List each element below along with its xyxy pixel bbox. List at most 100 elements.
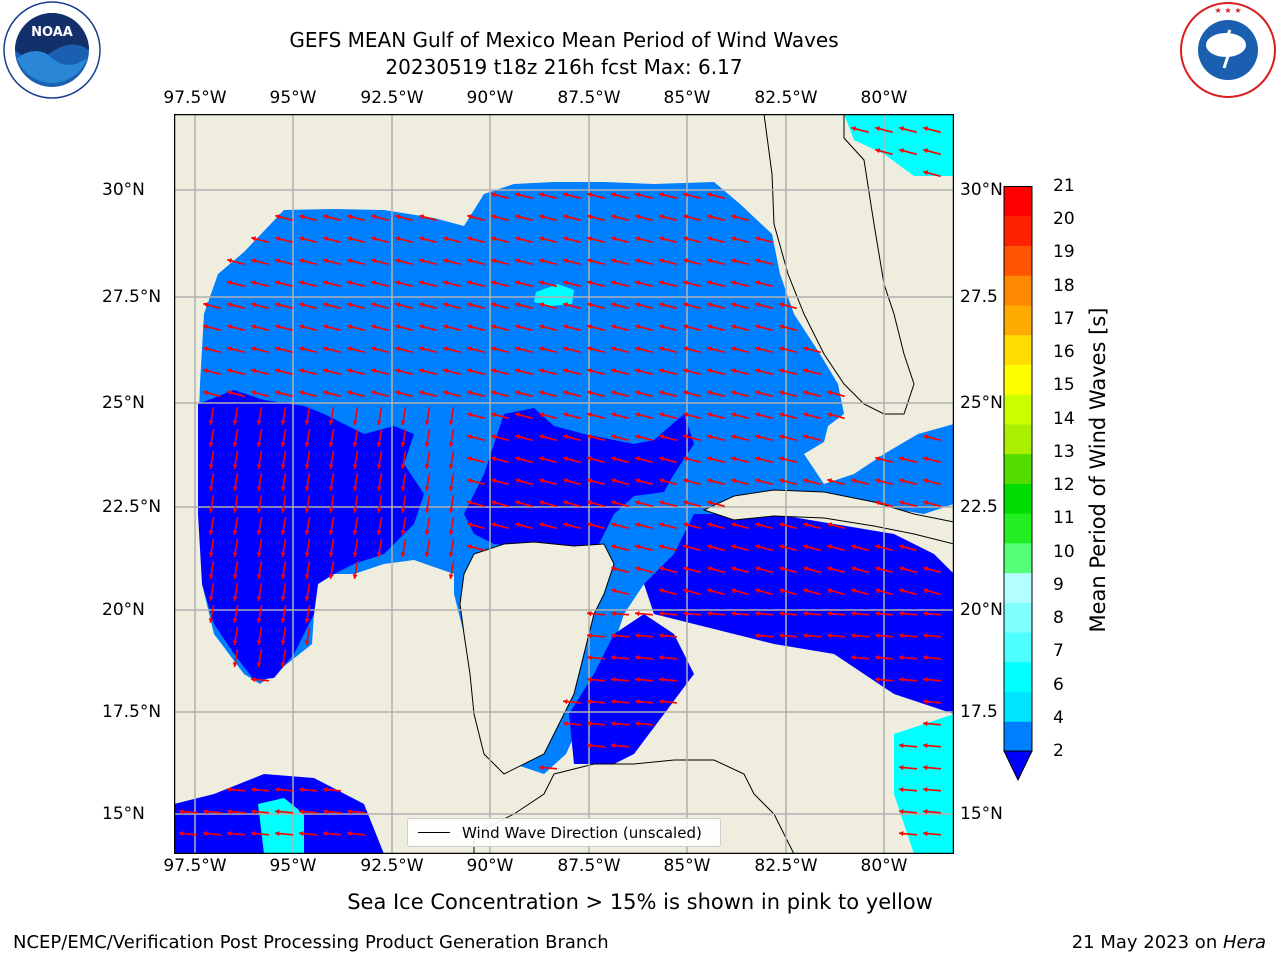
wind-wave-arrowhead — [731, 412, 737, 418]
wind-wave-arrowhead — [635, 434, 641, 440]
wind-wave-arrowhead — [515, 280, 521, 286]
wind-wave-arrowhead — [779, 456, 785, 462]
colorbar-segment — [1004, 513, 1032, 544]
wind-wave-arrowhead — [851, 566, 857, 572]
wind-wave-arrowhead — [347, 831, 352, 837]
wind-wave-arrowhead — [803, 611, 808, 617]
wind-wave-arrowhead — [587, 302, 593, 308]
wind-wave-arrowhead — [323, 809, 328, 815]
wind-wave-arrowhead — [539, 192, 545, 198]
wind-wave-arrowhead — [923, 126, 929, 132]
low-period-yucatan — [569, 614, 694, 764]
wind-wave-arrowhead — [923, 500, 929, 506]
wind-wave-arrowhead — [803, 434, 809, 440]
wind-wave-arrowhead — [323, 390, 329, 396]
wind-wave-arrowhead — [203, 302, 209, 308]
footer-credit: NCEP/EMC/Verification Post Processing Pr… — [13, 932, 609, 953]
wind-wave-arrowhead — [232, 530, 238, 535]
wind-wave-arrowhead — [395, 390, 401, 396]
wind-wave-arrowhead — [443, 236, 449, 242]
wind-wave-arrowhead — [851, 126, 857, 132]
wind-wave-arrowhead — [280, 442, 286, 447]
wind-wave-arrowhead — [491, 390, 497, 396]
wind-wave-arrowhead — [611, 434, 617, 440]
wind-wave-arrowhead — [256, 640, 262, 645]
wind-wave-arrowhead — [539, 412, 545, 418]
wind-wave-arrowhead — [899, 809, 904, 815]
wind-wave-arrowhead — [851, 478, 857, 484]
wind-wave-arrowhead — [371, 214, 377, 220]
wind-wave-arrowhead — [683, 611, 688, 617]
wind-wave-arrowhead — [256, 552, 262, 557]
wind-wave-arrowhead — [755, 478, 761, 484]
wind-wave-arrowhead — [275, 258, 281, 264]
wind-wave-arrowhead — [803, 522, 809, 528]
wind-wave-arrowhead — [467, 368, 473, 374]
wind-wave-arrowhead — [299, 809, 304, 815]
wind-wave-arrowhead — [299, 280, 305, 286]
wind-wave-arrowhead — [659, 478, 665, 484]
colorbar-tick-label: 12 — [1053, 475, 1075, 496]
wind-wave-arrowhead — [923, 456, 929, 462]
wind-wave-arrowhead — [491, 412, 497, 418]
wind-wave-arrowhead — [611, 611, 616, 617]
wind-wave-arrowhead — [611, 346, 617, 352]
wind-wave-arrowhead — [323, 258, 329, 264]
colorbar-canvas — [1003, 186, 1033, 782]
cyan-patch-loop — [534, 284, 574, 306]
wind-wave-arrowhead — [611, 390, 617, 396]
wind-wave-arrowhead — [280, 662, 286, 667]
wind-wave-arrowhead — [635, 236, 641, 242]
wind-wave-arrowhead — [424, 442, 430, 447]
wind-wave-arrowhead — [683, 368, 689, 374]
wind-wave-arrowhead — [923, 170, 929, 176]
lon-tick-label: 97.5°W — [163, 856, 227, 876]
wind-wave-arrowhead — [251, 390, 257, 396]
wind-wave-arrowhead — [467, 390, 473, 396]
wind-wave-arrowhead — [755, 544, 761, 550]
wind-wave-arrowhead — [923, 699, 928, 705]
wind-wave-arrowhead — [779, 566, 785, 572]
wind-wave-arrowhead — [203, 368, 209, 374]
wind-wave-arrowhead — [635, 677, 640, 683]
wind-wave-arrowhead — [251, 324, 257, 330]
wind-wave-arrowhead — [707, 500, 713, 506]
wind-wave-arrowhead — [227, 831, 232, 837]
wind-wave-arrowhead — [611, 633, 616, 639]
wind-wave-arrowhead — [251, 809, 256, 815]
lat-tick-label: 17.5 — [960, 702, 998, 722]
wind-wave-arrowhead — [923, 588, 929, 594]
wind-wave-arrowhead — [424, 420, 430, 425]
wind-wave-arrowhead — [280, 618, 286, 623]
wind-wave-arrowhead — [755, 390, 761, 396]
wind-wave-arrowhead — [707, 478, 713, 484]
wind-wave-arrowhead — [395, 214, 401, 220]
wind-wave-arrowhead — [515, 412, 521, 418]
wind-wave-arrowhead — [827, 390, 833, 396]
wind-wave-arrowhead — [323, 787, 328, 793]
wind-wave-arrowhead — [491, 192, 497, 198]
wind-wave-arrowhead — [347, 280, 353, 286]
wind-wave-arrowhead — [467, 544, 473, 550]
wind-wave-arrowhead — [467, 478, 473, 484]
wind-wave-arrowhead — [683, 346, 689, 352]
wind-wave-arrowhead — [899, 787, 904, 793]
colorbar-segment — [1004, 245, 1032, 276]
wind-wave-arrowhead — [899, 500, 905, 506]
wind-wave-arrowhead — [515, 456, 521, 462]
wind-wave-arrowhead — [827, 611, 832, 617]
wind-wave-arrowhead — [280, 420, 286, 425]
colorbar-segment — [1004, 661, 1032, 693]
wind-wave-arrowhead — [923, 633, 928, 639]
wind-wave-arrowhead — [563, 280, 569, 286]
wind-wave-arrowhead — [611, 478, 617, 484]
wind-wave-arrowhead — [563, 478, 569, 484]
wind-wave-arrowhead — [299, 236, 305, 242]
wind-wave-arrowhead — [467, 522, 473, 528]
wind-wave-arrowhead — [467, 346, 473, 352]
wind-wave-arrowhead — [203, 346, 209, 352]
wind-wave-arrowhead — [371, 280, 377, 286]
wind-wave-arrowhead — [611, 566, 617, 572]
wind-wave-arrowhead — [923, 743, 928, 749]
wind-wave-arrowhead — [731, 302, 737, 308]
